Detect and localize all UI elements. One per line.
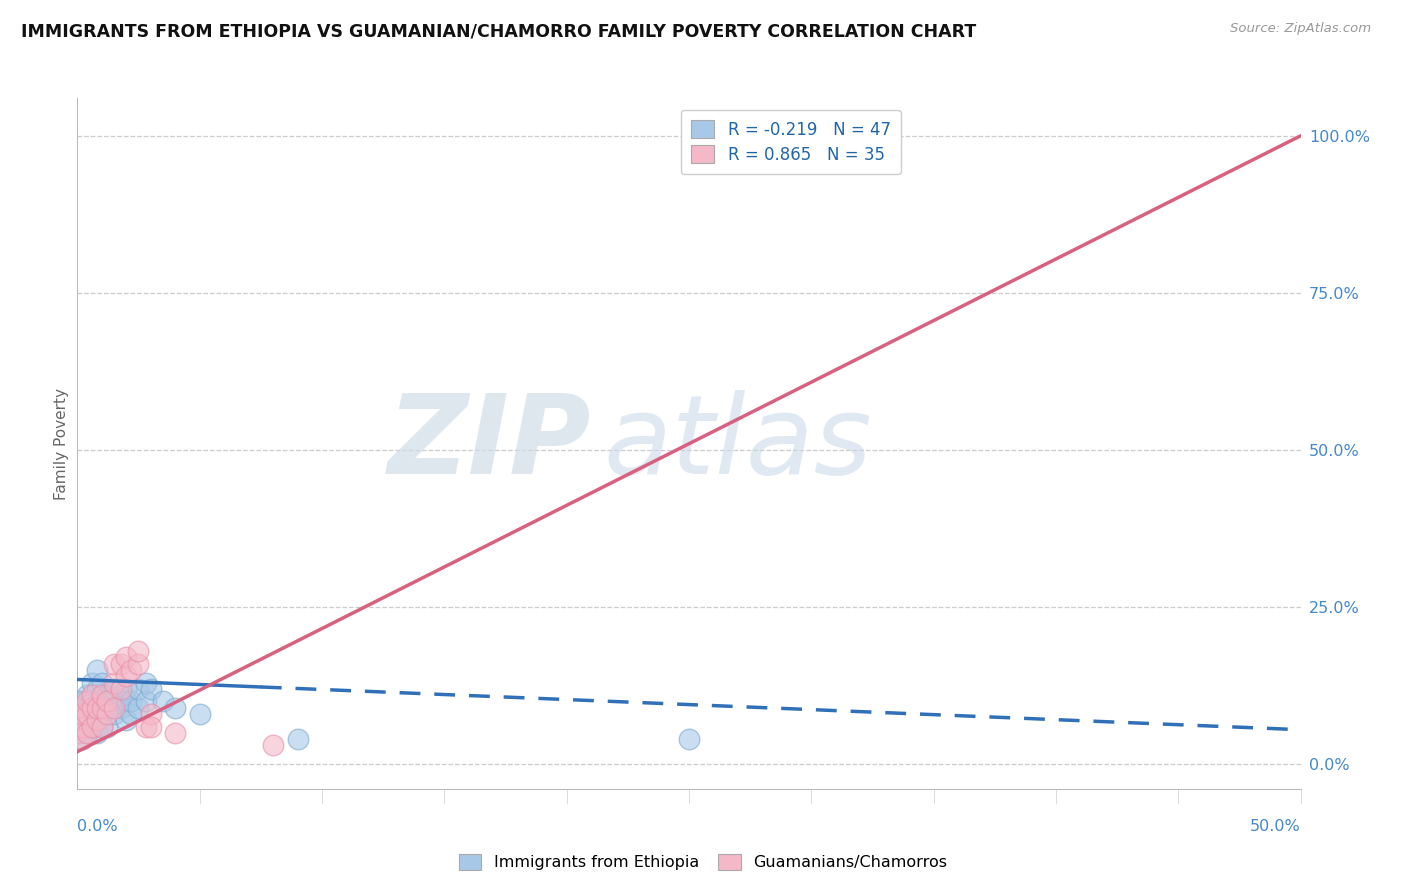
Text: Source: ZipAtlas.com: Source: ZipAtlas.com <box>1230 22 1371 36</box>
Point <box>66 720 89 734</box>
Y-axis label: Family Poverty: Family Poverty <box>53 388 69 500</box>
Point <box>76 706 98 721</box>
Point <box>80 675 103 690</box>
Point <box>86 663 108 677</box>
Point <box>103 700 125 714</box>
Point <box>135 694 157 708</box>
Text: 50.0%: 50.0% <box>1250 820 1301 834</box>
Point <box>103 675 125 690</box>
Point <box>120 706 142 721</box>
Point <box>86 700 108 714</box>
Point <box>115 694 138 708</box>
Point <box>135 675 157 690</box>
Point <box>76 688 98 702</box>
Point <box>115 681 138 696</box>
Point <box>128 700 150 714</box>
Point <box>115 714 138 728</box>
Point <box>103 681 125 696</box>
Point <box>115 669 138 683</box>
Point <box>66 694 89 708</box>
Point <box>80 688 103 702</box>
Point <box>70 720 93 734</box>
Point <box>110 688 132 702</box>
Text: 0.0%: 0.0% <box>77 820 118 834</box>
Point <box>70 706 93 721</box>
Point <box>139 706 162 721</box>
Point <box>80 706 103 721</box>
Point <box>66 700 89 714</box>
Text: IMMIGRANTS FROM ETHIOPIA VS GUAMANIAN/CHAMORRO FAMILY POVERTY CORRELATION CHART: IMMIGRANTS FROM ETHIOPIA VS GUAMANIAN/CH… <box>21 22 976 40</box>
Point <box>86 714 108 728</box>
Point <box>90 688 112 702</box>
Point <box>80 700 103 714</box>
Point <box>86 681 108 696</box>
Point <box>66 726 89 740</box>
Point <box>120 663 142 677</box>
Point <box>90 694 112 708</box>
Point <box>128 657 150 671</box>
Legend: R = -0.219   N = 47, R = 0.865   N = 35: R = -0.219 N = 47, R = 0.865 N = 35 <box>681 110 901 174</box>
Point <box>120 694 142 708</box>
Point <box>80 694 103 708</box>
Point <box>70 732 93 747</box>
Point <box>66 714 89 728</box>
Point <box>76 714 98 728</box>
Point <box>66 706 89 721</box>
Point <box>80 720 103 734</box>
Text: ZIP: ZIP <box>388 391 591 497</box>
Point <box>86 726 108 740</box>
Point <box>90 700 112 714</box>
Point <box>96 688 118 702</box>
Point <box>70 694 93 708</box>
Point <box>135 720 157 734</box>
Legend: Immigrants from Ethiopia, Guamanians/Chamorros: Immigrants from Ethiopia, Guamanians/Cha… <box>453 847 953 877</box>
Point <box>76 700 98 714</box>
Point <box>90 720 112 734</box>
Point <box>76 726 98 740</box>
Point <box>90 675 112 690</box>
Point <box>103 706 125 721</box>
Point <box>139 681 162 696</box>
Point <box>76 694 98 708</box>
Point <box>70 732 93 747</box>
Point <box>128 681 150 696</box>
Point <box>110 681 132 696</box>
Point <box>96 706 118 721</box>
Point <box>96 720 118 734</box>
Point <box>262 739 284 753</box>
Point <box>165 700 187 714</box>
Point <box>96 694 118 708</box>
Point <box>86 700 108 714</box>
Point <box>287 732 309 747</box>
Point <box>90 720 112 734</box>
Point <box>70 720 93 734</box>
Point <box>152 694 174 708</box>
Point <box>66 726 89 740</box>
Point <box>110 700 132 714</box>
Point <box>188 706 211 721</box>
Point <box>110 657 132 671</box>
Text: atlas: atlas <box>603 391 872 497</box>
Point <box>76 726 98 740</box>
Point <box>115 650 138 665</box>
Point <box>90 706 112 721</box>
Point <box>96 700 118 714</box>
Point <box>103 657 125 671</box>
Point <box>727 128 749 143</box>
Point <box>678 732 700 747</box>
Point <box>128 644 150 658</box>
Point <box>80 720 103 734</box>
Point <box>165 726 187 740</box>
Point <box>139 720 162 734</box>
Point <box>70 706 93 721</box>
Point <box>103 694 125 708</box>
